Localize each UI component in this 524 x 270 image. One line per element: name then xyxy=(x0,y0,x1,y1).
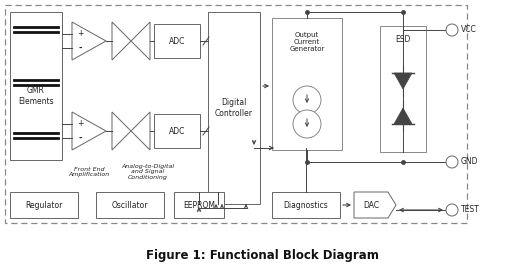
Text: DAC: DAC xyxy=(363,201,379,210)
Text: Front End
Amplification: Front End Amplification xyxy=(68,167,110,177)
Text: GND: GND xyxy=(461,157,478,167)
Text: Figure 1: Functional Block Diagram: Figure 1: Functional Block Diagram xyxy=(146,249,378,262)
Bar xyxy=(272,192,340,218)
Text: ESD: ESD xyxy=(395,35,411,45)
Polygon shape xyxy=(354,192,396,218)
Text: Analog-to-Digital
and Signal
Conditioning: Analog-to-Digital and Signal Conditionin… xyxy=(122,164,174,180)
Text: Output
Current
Generator: Output Current Generator xyxy=(289,32,325,52)
Bar xyxy=(380,26,426,152)
Circle shape xyxy=(293,86,321,114)
Text: -: - xyxy=(78,133,82,143)
Bar xyxy=(208,12,260,204)
Bar xyxy=(10,192,78,218)
Text: ADC: ADC xyxy=(169,127,185,136)
Polygon shape xyxy=(131,22,150,60)
Bar xyxy=(96,192,164,218)
Polygon shape xyxy=(131,112,150,150)
Text: ADC: ADC xyxy=(169,36,185,46)
Text: Oscillator: Oscillator xyxy=(112,201,148,210)
Polygon shape xyxy=(394,73,412,89)
Text: -: - xyxy=(78,43,82,52)
Polygon shape xyxy=(112,112,131,150)
Text: Digital
Controller: Digital Controller xyxy=(215,98,253,118)
Text: +: + xyxy=(77,120,83,129)
Bar xyxy=(154,24,200,58)
Bar xyxy=(10,12,62,160)
Circle shape xyxy=(446,156,458,168)
Text: TEST: TEST xyxy=(461,205,480,214)
Polygon shape xyxy=(112,22,131,60)
Text: Regulator: Regulator xyxy=(25,201,63,210)
Bar xyxy=(272,18,342,150)
Bar xyxy=(154,114,200,148)
Text: Diagnostics: Diagnostics xyxy=(283,201,329,210)
Polygon shape xyxy=(72,112,106,150)
Circle shape xyxy=(446,204,458,216)
Text: GMR
Elements: GMR Elements xyxy=(18,86,54,106)
Polygon shape xyxy=(394,108,412,124)
Circle shape xyxy=(293,110,321,138)
Circle shape xyxy=(446,24,458,36)
Text: EEPROM: EEPROM xyxy=(183,201,215,210)
Polygon shape xyxy=(72,22,106,60)
Bar xyxy=(174,192,224,218)
Text: +: + xyxy=(77,29,83,39)
Text: VCC: VCC xyxy=(461,25,477,35)
Bar xyxy=(5,5,467,223)
